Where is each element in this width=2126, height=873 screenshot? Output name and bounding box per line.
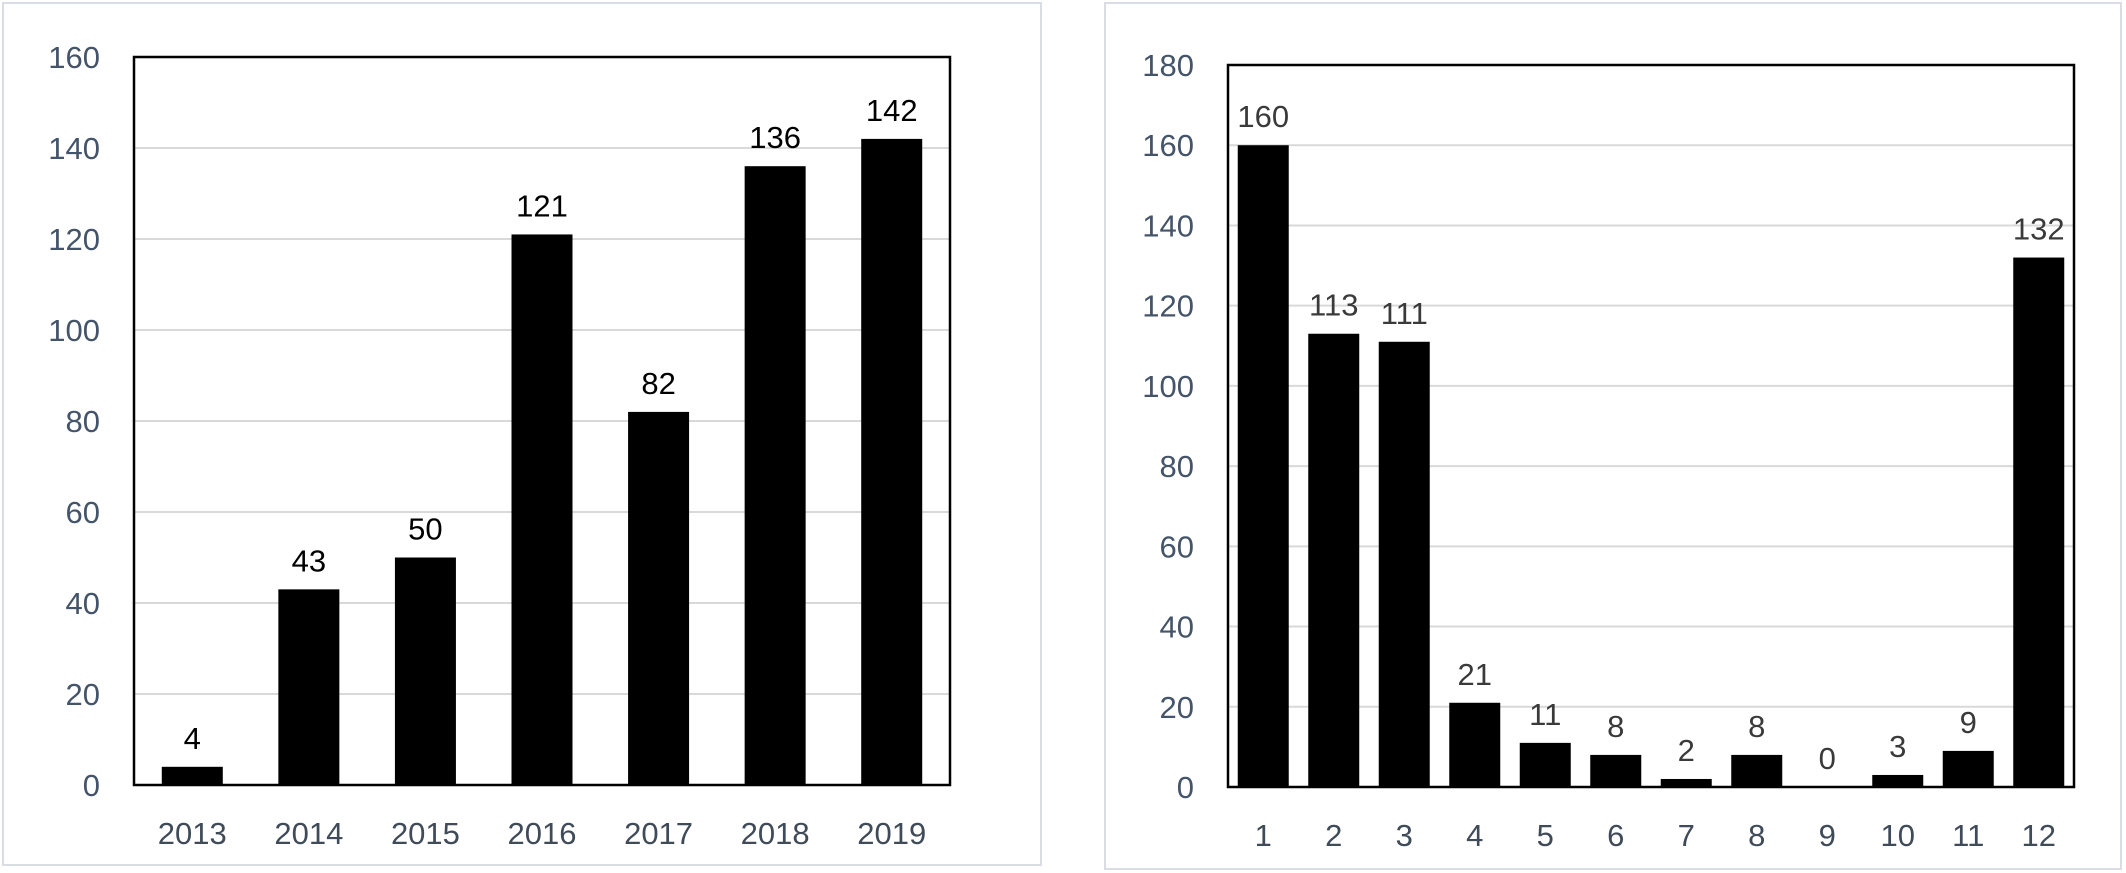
data-label: 8	[1607, 709, 1624, 744]
data-label: 3	[1889, 729, 1906, 764]
y-tick-label: 0	[83, 768, 100, 803]
data-label: 160	[1237, 99, 1289, 134]
chart-panel-monthly: 0 20 40 60 80 100 120 140 160 180 160 1 113 2 111 3 21 4 1…	[1104, 2, 2122, 870]
x-tick-label: 7	[1678, 818, 1695, 853]
bar	[1449, 702, 1501, 787]
x-tick-label: 2017	[624, 816, 693, 851]
y-tick-label: 80	[66, 404, 100, 439]
y-tick-label: 80	[1160, 449, 1194, 484]
bar	[1237, 145, 1289, 787]
bar	[1590, 754, 1642, 787]
x-tick-label: 8	[1748, 818, 1765, 853]
y-tick-label: 0	[1177, 770, 1194, 805]
x-tick-label: 3	[1396, 818, 1413, 853]
bar	[1378, 341, 1430, 787]
x-tick-label: 2013	[158, 816, 227, 851]
y-tick-label: 100	[1142, 369, 1194, 404]
bar	[278, 589, 340, 785]
bar	[1731, 754, 1783, 787]
x-tick-label: 2019	[857, 816, 926, 851]
data-label: 121	[516, 188, 568, 223]
bar-chart-yearly: 0 20 40 60 80 100 120 140 160 4 2013 43 2014 50 2015 12…	[48, 40, 952, 851]
x-tick-label: 2018	[741, 816, 810, 851]
bar	[1942, 750, 1994, 787]
x-tick-label: 2	[1325, 818, 1342, 853]
bar	[511, 234, 573, 785]
x-tick-label: 9	[1819, 818, 1836, 853]
data-label: 8	[1748, 709, 1765, 744]
y-tick-label: 40	[1160, 610, 1194, 645]
data-label: 132	[2013, 212, 2065, 247]
bar	[1519, 742, 1571, 787]
x-tick-label: 10	[1881, 818, 1915, 853]
data-label: 11	[1529, 697, 1561, 732]
y-tick-label: 40	[66, 586, 100, 621]
data-label: 4	[184, 721, 201, 756]
x-tick-label: 1	[1255, 818, 1272, 853]
data-label: 0	[1819, 741, 1836, 776]
y-tick-label: 120	[1142, 289, 1194, 324]
data-label: 21	[1458, 657, 1492, 692]
y-tick-label: 140	[1142, 208, 1194, 243]
y-tick-label: 60	[66, 495, 100, 530]
data-label: 43	[292, 543, 326, 578]
x-tick-label: 11	[1952, 818, 1984, 853]
data-label: 9	[1960, 705, 1977, 740]
data-label: 113	[1309, 288, 1358, 323]
x-tick-label: 12	[2022, 818, 2056, 853]
data-label: 136	[749, 120, 801, 155]
y-tick-label: 180	[1142, 48, 1194, 83]
data-label: 142	[866, 93, 918, 128]
data-label: 50	[408, 512, 442, 547]
bar	[628, 411, 690, 785]
bar	[1660, 778, 1712, 787]
y-tick-label: 120	[48, 222, 100, 257]
bar	[1872, 774, 1924, 787]
data-label: 111	[1381, 296, 1428, 331]
plot-area-border	[132, 55, 952, 787]
x-tick-label: 6	[1607, 818, 1624, 853]
x-tick-label: 5	[1537, 818, 1554, 853]
bar	[394, 557, 456, 785]
y-tick-label: 60	[1160, 529, 1194, 564]
data-label: 82	[641, 366, 675, 401]
plot-area-border	[1226, 63, 2076, 789]
bar	[861, 138, 923, 785]
x-tick-label: 2016	[508, 816, 577, 851]
y-tick-label: 140	[48, 131, 100, 166]
x-tick-label: 2015	[391, 816, 460, 851]
data-label: 2	[1678, 733, 1695, 768]
y-tick-label: 20	[66, 677, 100, 712]
bar	[744, 166, 806, 785]
y-tick-label: 160	[1142, 128, 1194, 163]
bar	[2013, 257, 2065, 787]
x-tick-label: 4	[1466, 818, 1483, 853]
bar-chart-monthly: 0204060801001201401601801601113211132141…	[1142, 48, 2076, 853]
y-tick-label: 100	[48, 313, 100, 348]
bar	[1308, 333, 1360, 787]
chart-panel-yearly: 0 20 40 60 80 100 120 140 160 4 2013 43 2014 50 2015 12…	[2, 2, 1042, 866]
y-tick-label: 20	[1160, 690, 1194, 725]
bar	[161, 766, 223, 785]
x-tick-label: 2014	[274, 816, 343, 851]
y-tick-label: 160	[48, 40, 100, 75]
